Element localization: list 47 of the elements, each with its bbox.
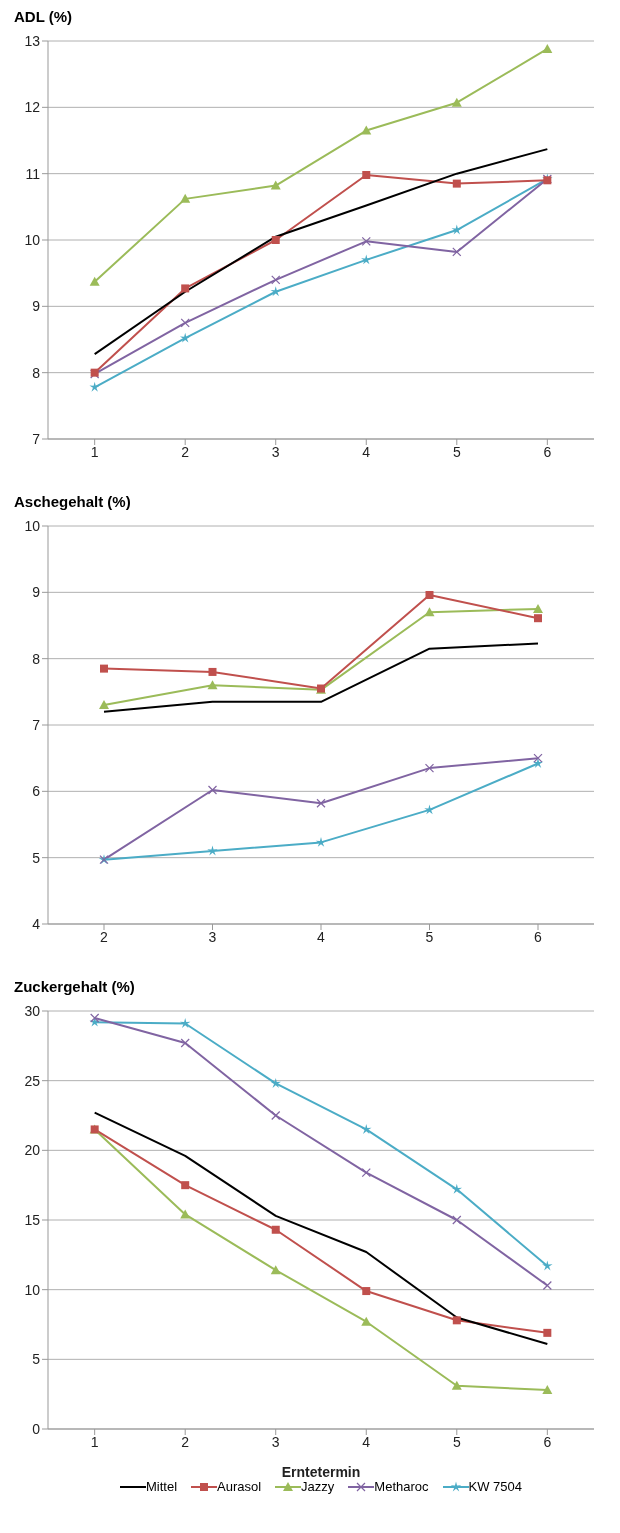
y-tick-label: 13 xyxy=(24,32,41,49)
y-tick-label: 5 xyxy=(32,849,41,866)
x-tick-label: 4 xyxy=(362,443,371,460)
x-tick-label: 1 xyxy=(90,1433,99,1450)
y-tick-label: 5 xyxy=(32,1351,41,1368)
x-tick-label: 2 xyxy=(100,928,109,945)
y-tick-label: 20 xyxy=(24,1142,41,1159)
y-tick-label: 8 xyxy=(32,364,41,381)
legend-label: KW 7504 xyxy=(468,1479,523,1494)
chart-title: Aschegehalt (%) xyxy=(14,493,132,510)
chart-title: Zuckergehalt (%) xyxy=(14,978,136,995)
x-tick-label: 6 xyxy=(543,1433,552,1450)
y-tick-label: 10 xyxy=(24,517,41,534)
y-tick-label: 7 xyxy=(32,430,41,447)
y-tick-label: 6 xyxy=(32,783,41,800)
y-tick-label: 15 xyxy=(24,1211,41,1228)
y-tick-label: 8 xyxy=(32,650,41,667)
x-tick-label: 3 xyxy=(271,1433,280,1450)
legend-label: Jazzy xyxy=(301,1479,335,1494)
x-tick-label: 4 xyxy=(317,928,326,945)
chart-title: ADL (%) xyxy=(14,8,74,25)
x-tick-label: 5 xyxy=(452,443,461,460)
y-tick-label: 4 xyxy=(32,915,41,932)
x-tick-label: 4 xyxy=(362,1433,371,1450)
y-tick-label: 0 xyxy=(32,1420,41,1437)
y-tick-label: 9 xyxy=(32,584,41,601)
x-tick-label: 6 xyxy=(534,928,543,945)
y-tick-label: 25 xyxy=(24,1072,41,1089)
x-tick-label: 6 xyxy=(543,443,552,460)
x-tick-label: 5 xyxy=(452,1433,461,1450)
y-tick-label: 7 xyxy=(32,716,41,733)
x-tick-label: 3 xyxy=(271,443,280,460)
y-tick-label: 9 xyxy=(32,298,41,315)
x-axis-title: Erntetermin xyxy=(281,1464,361,1480)
legend-label: Aurasol xyxy=(217,1479,262,1494)
legend-label: Metharoc xyxy=(374,1479,429,1494)
legend-label: Mittel xyxy=(145,1479,178,1494)
y-tick-label: 10 xyxy=(24,1281,41,1298)
x-tick-label: 3 xyxy=(208,928,217,945)
x-tick-label: 5 xyxy=(425,928,434,945)
y-tick-label: 12 xyxy=(24,99,41,116)
x-tick-label: 2 xyxy=(181,443,190,460)
y-tick-label: 10 xyxy=(24,231,41,248)
x-tick-label: 1 xyxy=(90,443,99,460)
x-tick-label: 2 xyxy=(181,1433,190,1450)
y-tick-label: 11 xyxy=(25,165,41,182)
y-tick-label: 30 xyxy=(24,1002,41,1019)
